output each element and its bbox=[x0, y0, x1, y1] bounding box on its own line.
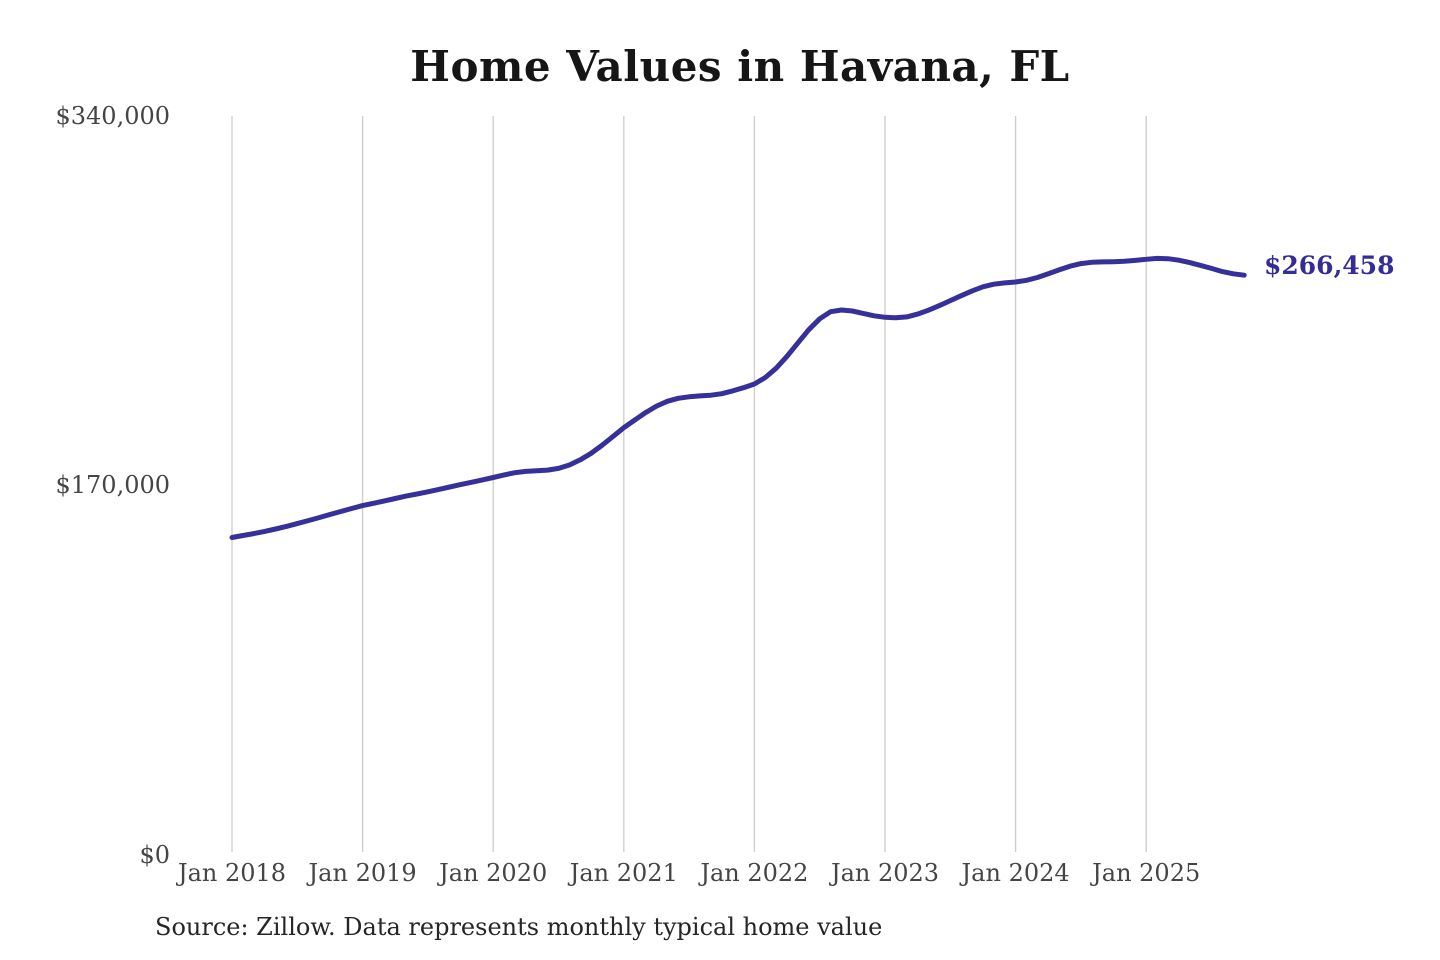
home-value-line bbox=[229, 255, 1247, 540]
final-value-label: $266,458 bbox=[1264, 251, 1395, 280]
x-axis-tick-label: Jan 2022 bbox=[700, 859, 809, 887]
source-note: Source: Zillow. Data represents monthly … bbox=[155, 913, 883, 941]
y-axis-tick-label-0: $0 bbox=[139, 841, 170, 869]
y-axis-tick-label-340000: $340,000 bbox=[55, 102, 170, 130]
x-axis-tick-label: Jan 2024 bbox=[961, 859, 1070, 887]
x-axis-tick-label: Jan 2018 bbox=[177, 859, 287, 887]
x-axis-tick-label: Jan 2025 bbox=[1092, 859, 1201, 887]
y-axis-tick-label-170000: $170,000 bbox=[55, 471, 170, 499]
chart-title: Home Values in Havana, FL bbox=[410, 42, 1070, 91]
x-axis-tick-label: Jan 2021 bbox=[569, 859, 678, 887]
x-axis-tick-label: Jan 2020 bbox=[439, 859, 548, 887]
x-axis-tick-label: Jan 2019 bbox=[308, 859, 417, 887]
x-axis-tick-label: Jan 2023 bbox=[830, 859, 940, 887]
